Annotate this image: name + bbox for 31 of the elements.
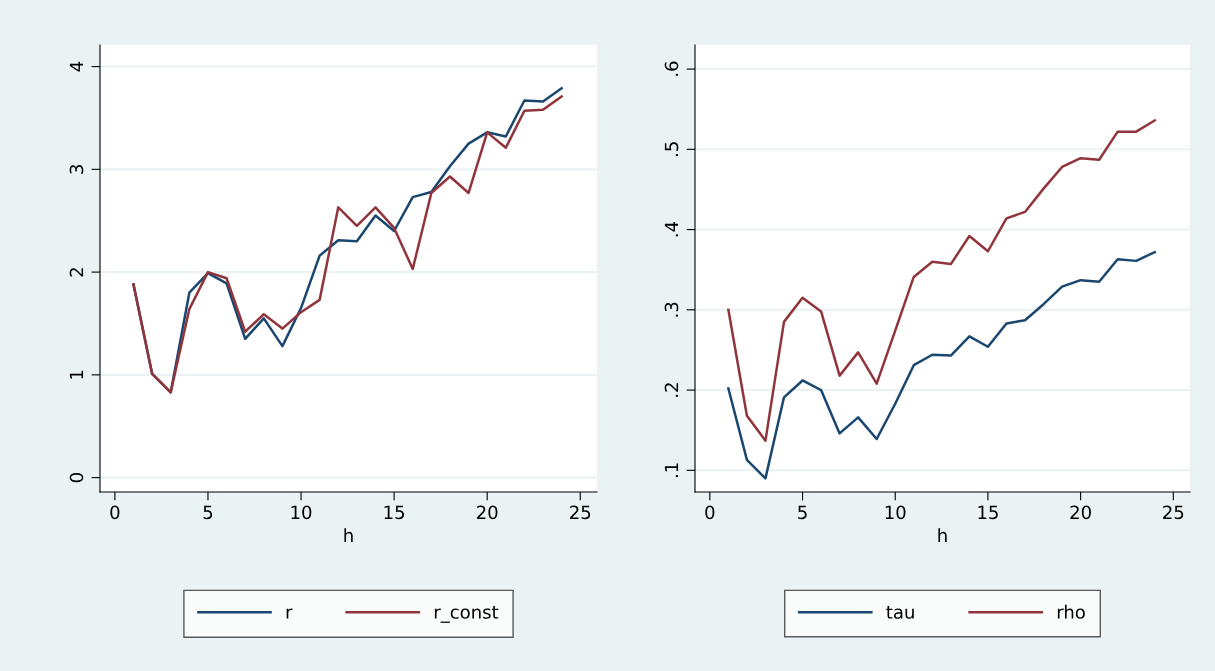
x-tick-label: 5	[203, 505, 213, 520]
x-tick-label: 5	[798, 505, 807, 520]
line-series	[727, 250, 1157, 480]
x-tick-label: 15	[384, 505, 405, 520]
x-tick-label: 25	[1163, 505, 1184, 520]
y-tick-label: .4	[664, 221, 679, 237]
x-tick-label: 25	[570, 505, 591, 520]
x-tick-label: 0	[705, 505, 715, 520]
x-tick-label: 10	[885, 505, 906, 520]
x-tick-label: 10	[291, 505, 312, 520]
y-tick-label: .2	[664, 383, 679, 397]
x-axis-title: h	[344, 528, 353, 542]
y-tick-label: 4	[69, 61, 84, 72]
x-tick-label: 20	[1070, 505, 1091, 520]
x-axis-title: h	[938, 528, 947, 542]
legend-label: r_const	[434, 605, 499, 623]
y-tick-label: .3	[664, 302, 679, 317]
y-tick-label: 0	[69, 473, 84, 483]
y-tick-label: 2	[69, 268, 84, 277]
x-tick-label: 0	[110, 505, 120, 520]
legend-label: rho	[1057, 604, 1085, 619]
y-tick-label: 1	[69, 370, 84, 379]
line-series	[727, 119, 1157, 442]
x-tick-label: 20	[477, 505, 498, 520]
x-tick-label: 15	[978, 505, 998, 520]
y-tick-label: .5	[664, 142, 679, 157]
legend-label: tau	[886, 605, 914, 619]
legend-label: r	[286, 608, 293, 619]
y-tick-label: .6	[664, 61, 679, 76]
y-tick-label: 3	[69, 165, 84, 174]
y-tick-label: .1	[664, 463, 679, 478]
